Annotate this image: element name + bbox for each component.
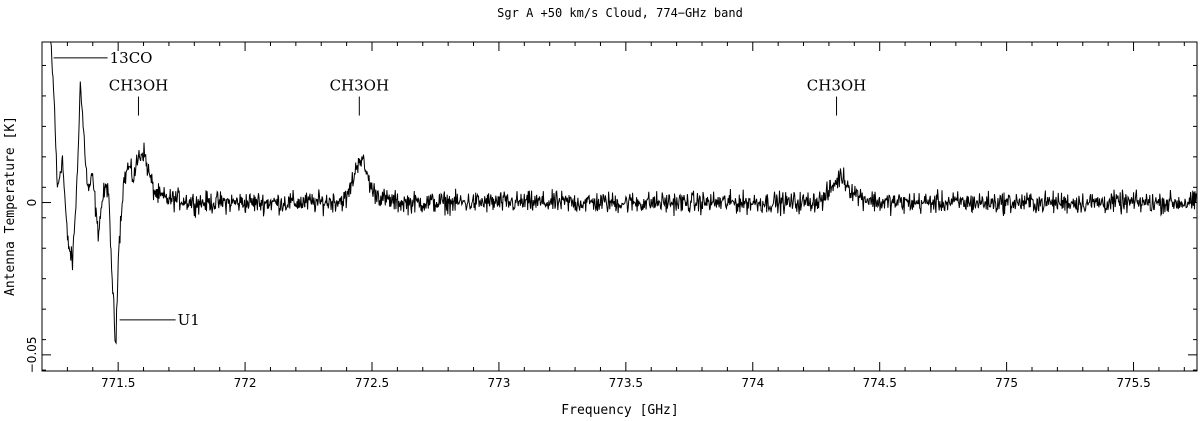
spectrum-line	[49, 41, 1198, 345]
annotation-label: CH3OH	[109, 77, 168, 95]
plot-area: 13CO U1 CH3OH CH3OH CH3OH	[49, 41, 1198, 345]
x-tick-label: 773	[487, 376, 510, 390]
line-annotations: 13CO U1 CH3OH CH3OH CH3OH	[53, 49, 866, 329]
y-tick-label: 0	[25, 199, 39, 207]
chart-title: Sgr A +50 km/s Cloud, 774−GHz band	[497, 6, 743, 20]
plot-frame	[41, 41, 1198, 372]
x-axis-label: Frequency [GHz]	[561, 403, 678, 418]
y-axis-ticks: −0.05 0	[25, 64, 1197, 373]
y-axis-label: Antenna Temperature [K]	[3, 116, 18, 296]
x-tick-label: 775	[995, 376, 1018, 390]
x-tick-label: 773.5	[609, 376, 643, 390]
x-tick-label: 772.5	[355, 376, 389, 390]
y-tick-label: −0.05	[25, 336, 39, 373]
annotation-label: CH3OH	[807, 77, 866, 95]
annotation-label: CH3OH	[330, 77, 389, 95]
x-tick-label: 774.5	[863, 376, 897, 390]
x-axis-ticks: 771.5 772 772.5 773 773.5 774 774.5 775 775.5	[66, 42, 1185, 390]
annotation-label: U1	[178, 311, 200, 329]
x-tick-label: 775.5	[1116, 376, 1150, 390]
x-tick-label: 774	[741, 376, 764, 390]
annotation-label: 13CO	[110, 49, 153, 67]
x-tick-label: 771.5	[101, 376, 135, 390]
x-tick-label: 772	[234, 376, 257, 390]
